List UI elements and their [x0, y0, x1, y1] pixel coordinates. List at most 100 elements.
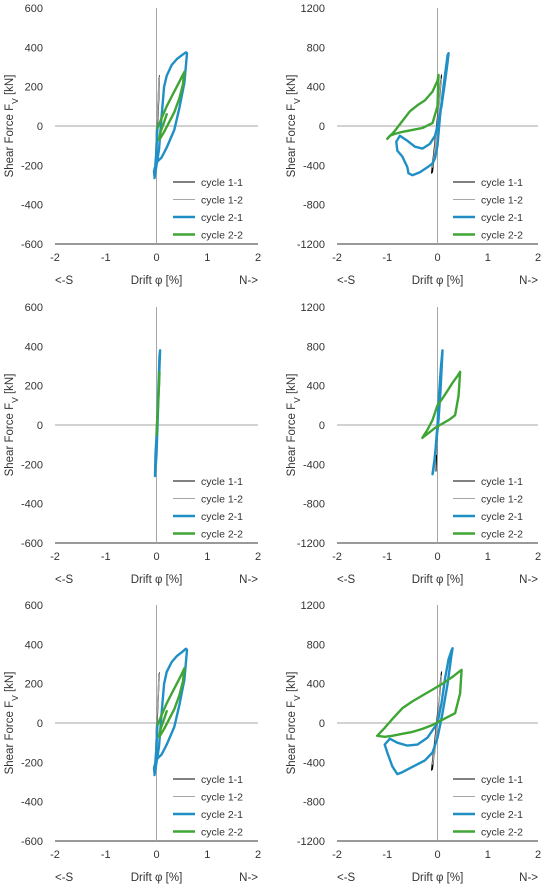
x-tick-label: 2 [535, 849, 541, 861]
x-tick-label: -1 [382, 252, 392, 264]
y-tick-label: 400 [25, 42, 43, 54]
y-axis-label-main: Shear Force F [4, 104, 16, 178]
y-axis-label: Shear Force FV [kN] [286, 374, 302, 477]
y-tick-label: 0 [319, 420, 325, 432]
y-axis-label-subscript: V [10, 695, 20, 701]
x-axis-label: Drift φ [%] [131, 275, 183, 287]
legend-label: cycle 1-2 [201, 494, 243, 506]
direction-south-label: <-S [337, 275, 356, 287]
panel-middle-right: 1200 800 400 0 -400 -800 -1200 -2 -1 0 1 2 Shear For… [286, 302, 541, 586]
y-tick-label: -1200 [297, 239, 325, 251]
y-axis-label-main: Shear Force F [4, 701, 16, 775]
legend-label: cycle 1-1 [201, 177, 243, 189]
y-tick-label: -600 [21, 239, 43, 251]
legend-label: cycle 2-2 [201, 529, 243, 541]
x-tick-label: 1 [485, 849, 491, 861]
legend-label: cycle 1-2 [481, 195, 523, 207]
series-cycle-2-2 [155, 370, 161, 436]
y-axis-label-main: Shear Force F [286, 104, 298, 178]
y-tick-label: 0 [37, 420, 43, 432]
y-axis-label: Shear Force FV [kN] [4, 374, 20, 477]
y-axis-label-subscript: V [10, 397, 20, 403]
direction-north-label: N-> [239, 275, 258, 287]
x-tick-label: -2 [50, 551, 60, 563]
y-tick-label: 1200 [301, 302, 325, 314]
legend-label: cycle 2-2 [481, 827, 523, 839]
panel-bottom-left: 600 400 200 0 -200 -400 -600 -2 -1 0 1 2 Shear Force… [4, 600, 261, 884]
series-cycle-2-1 [395, 52, 450, 177]
x-tick-label: 0 [434, 849, 440, 861]
y-axis-label-unit: [kN] [286, 75, 298, 99]
y-tick-label: -400 [303, 160, 325, 172]
y-tick-label: 400 [25, 341, 43, 353]
y-axis-label-unit: [kN] [286, 374, 298, 398]
y-tick-label: 800 [307, 42, 325, 54]
y-tick-label: 400 [307, 381, 325, 393]
y-tick-label: -400 [303, 459, 325, 471]
y-axis-label-unit: [kN] [286, 672, 298, 696]
x-tick-label: 1 [204, 252, 210, 264]
series-cycle-2-2 [156, 70, 186, 141]
y-tick-label: 200 [25, 82, 43, 94]
direction-south-label: <-S [337, 574, 356, 586]
x-tick-label: -1 [101, 849, 111, 861]
x-axis-label: Drift φ [%] [412, 275, 464, 287]
legend-label: cycle 2-1 [201, 511, 243, 523]
series-cycle-2-1 [431, 349, 444, 476]
x-tick-label: -1 [101, 252, 111, 264]
y-tick-label: 800 [307, 341, 325, 353]
direction-north-label: N-> [519, 872, 538, 884]
x-tick-label: 2 [535, 551, 541, 563]
panel-top-left: 600 400 200 0 -200 -400 -600 -2 -1 0 1 2 Shear Force… [4, 3, 261, 287]
y-tick-label: 800 [307, 639, 325, 651]
y-tick-label: 200 [25, 679, 43, 691]
y-tick-label: -1200 [297, 538, 325, 550]
panel-top-right: 1200 800 400 0 -400 -800 -1200 -2 -1 0 1 2 Shear For… [286, 3, 541, 287]
y-axis-label: Shear Force FV [kN] [286, 672, 302, 775]
x-tick-label: 1 [204, 849, 210, 861]
y-tick-label: 600 [25, 600, 43, 612]
legend-label: cycle 1-1 [201, 774, 243, 786]
x-axis-label: Drift φ [%] [412, 872, 464, 884]
y-tick-label: -200 [21, 757, 43, 769]
x-tick-label: 0 [153, 252, 159, 264]
direction-south-label: <-S [55, 275, 74, 287]
legend-label: cycle 1-1 [481, 177, 523, 189]
x-axis-label: Drift φ [%] [131, 872, 183, 884]
legend-label: cycle 2-1 [201, 809, 243, 821]
y-tick-label: 400 [307, 679, 325, 691]
y-tick-label: -600 [21, 836, 43, 848]
x-tick-label: -2 [50, 252, 60, 264]
x-tick-label: -1 [101, 551, 111, 563]
y-axis-label-unit: [kN] [4, 374, 16, 398]
series-cycle-2-2 [376, 668, 463, 738]
x-tick-label: 0 [153, 551, 159, 563]
legend-label: cycle 2-2 [481, 230, 523, 242]
y-tick-label: -400 [21, 200, 43, 212]
x-tick-label: -2 [332, 551, 342, 563]
y-tick-label: 600 [25, 302, 43, 314]
y-axis-label: Shear Force FV [kN] [4, 672, 20, 775]
x-tick-label: 0 [434, 551, 440, 563]
y-tick-label: -1200 [297, 836, 325, 848]
x-tick-label: 0 [434, 252, 440, 264]
direction-north-label: N-> [519, 574, 538, 586]
y-tick-label: -200 [21, 160, 43, 172]
legend-label: cycle 1-1 [481, 774, 523, 786]
x-tick-label: -1 [382, 551, 392, 563]
y-axis-label-main: Shear Force F [286, 403, 298, 477]
y-tick-label: 400 [307, 82, 325, 94]
series-cycle-2-1 [383, 647, 454, 776]
direction-north-label: N-> [519, 275, 538, 287]
x-tick-label: 1 [204, 551, 210, 563]
legend-label: cycle 2-1 [481, 809, 523, 821]
x-axis-label: Drift φ [%] [131, 574, 183, 586]
x-tick-label: 2 [535, 252, 541, 264]
y-tick-label: 600 [25, 3, 43, 15]
legend-label: cycle 2-1 [481, 511, 523, 523]
y-tick-label: 200 [25, 381, 43, 393]
series-cycle-2-1 [152, 647, 189, 777]
x-axis-label: Drift φ [%] [412, 574, 464, 586]
y-tick-label: -600 [21, 538, 43, 550]
